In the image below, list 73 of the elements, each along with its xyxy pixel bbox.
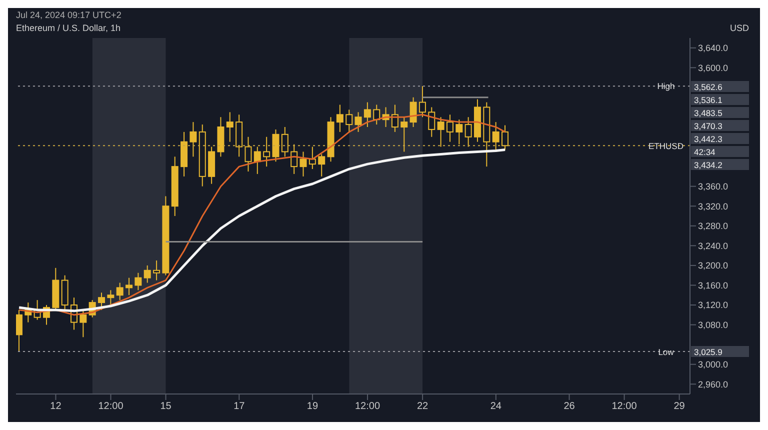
x-tick-label: 26 — [564, 401, 576, 412]
text: 3,442.3 — [694, 134, 749, 145]
x-tick-label: 12:00 — [355, 401, 380, 412]
y-tick-label: 3,600.0 — [698, 62, 728, 73]
candlestick — [492, 122, 500, 152]
y-tick-label: 2,960.0 — [698, 379, 728, 390]
y-tick-label: 3,200.0 — [698, 260, 728, 271]
candlestick — [456, 119, 463, 145]
y-tick-label: 3,640.0 — [698, 43, 728, 54]
candlestick — [446, 114, 454, 142]
candlestick — [226, 112, 234, 142]
x-tick-label: 12:00 — [612, 401, 638, 412]
candlestick — [153, 260, 160, 281]
text: 3,025.9 — [694, 347, 749, 358]
x-tick-label: 15 — [160, 401, 172, 412]
candlestick — [16, 309, 22, 352]
candlestick — [116, 282, 124, 301]
ref-line-label: ETHUSD — [648, 140, 684, 152]
text: 3,470.3 — [694, 120, 749, 132]
candlestick — [318, 154, 326, 177]
candlestick — [98, 292, 106, 310]
candlestick — [290, 144, 298, 174]
candlestick — [107, 290, 114, 306]
candlestick — [281, 126, 288, 158]
x-tick-label: 17 — [234, 401, 246, 412]
candlestick — [400, 116, 408, 152]
candlestick — [254, 146, 261, 174]
candlestick — [418, 86, 426, 118]
chart-title: Ethereum / U.S. Dollar, 1h — [16, 23, 121, 33]
y-axis-title: USD — [730, 23, 750, 33]
chart-subtitle: Jul 24, 2024 09:17 UTC+2 — [16, 10, 122, 20]
x-tick-label: 29 — [674, 401, 686, 412]
ref-line-label: High — [656, 80, 676, 92]
x-tick-label: 24 — [490, 401, 502, 412]
text: 3,562.6 — [694, 82, 749, 93]
candlestick — [391, 104, 398, 132]
candlestick — [501, 124, 508, 150]
candlestick — [300, 151, 307, 177]
y-tick-label: 3,080.0 — [698, 320, 728, 330]
y-tick-label: 3,000.0 — [698, 360, 728, 370]
candlestick — [364, 102, 371, 128]
candlestick — [437, 116, 444, 148]
candlestick — [308, 146, 316, 170]
y-tick-label: 3,280.0 — [698, 221, 728, 232]
x-tick-label: 19 — [306, 401, 318, 412]
candlestick — [354, 112, 362, 132]
ref-line-label: Low — [657, 346, 675, 358]
y-tick-label: 3,160.0 — [698, 280, 728, 290]
y-tick-label: 3,120.0 — [698, 300, 728, 310]
text: 3,536.1 — [694, 94, 749, 106]
text: 3,434.2 — [694, 160, 749, 171]
candlestick — [464, 116, 472, 148]
y-tick-label: 3,320.0 — [698, 201, 728, 212]
candlestick — [373, 104, 380, 126]
candlestick — [126, 277, 133, 296]
x-tick-label: 12 — [50, 401, 62, 412]
candlestick — [346, 109, 353, 132]
text: 42:34 — [694, 146, 749, 158]
candlestick — [134, 272, 142, 291]
candlestick — [244, 136, 252, 172]
candlestick — [263, 136, 270, 168]
y-tick-label: 3,240.0 — [698, 240, 728, 251]
candlestick — [190, 122, 197, 158]
candlestick — [272, 128, 280, 162]
candlestick — [144, 264, 151, 284]
candlestick — [336, 104, 344, 132]
candlestick — [410, 96, 417, 128]
x-tick-label: 22 — [416, 401, 429, 412]
y-tick-label: 3,360.0 — [698, 182, 728, 192]
text: 3,483.5 — [694, 108, 749, 119]
x-tick-label: 12:00 — [98, 401, 124, 412]
candlestick — [80, 309, 87, 338]
candlestick — [428, 106, 436, 138]
